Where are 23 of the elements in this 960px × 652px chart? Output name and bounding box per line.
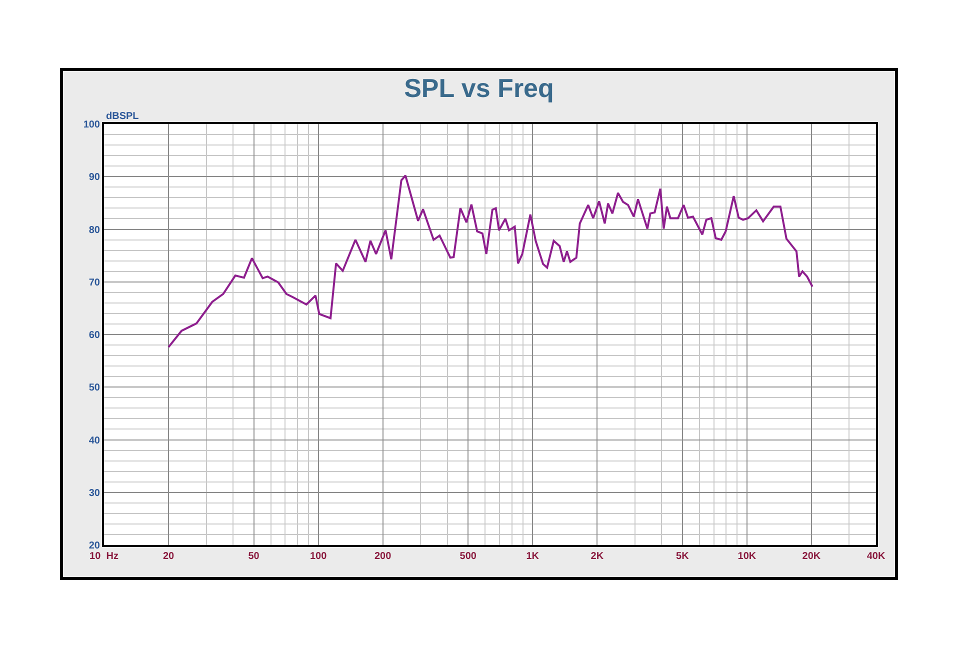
x-tick-label: 50 bbox=[248, 551, 260, 562]
y-tick-label: 90 bbox=[88, 172, 100, 184]
chart-title: SPL vs Freq bbox=[404, 72, 554, 103]
y-tick-label: 80 bbox=[88, 224, 100, 236]
x-tick-label: 40K bbox=[866, 551, 886, 562]
x-tick-label: 20 bbox=[162, 551, 175, 562]
y-tick-label: 60 bbox=[88, 330, 100, 341]
x-tick-label: 200 bbox=[374, 551, 392, 562]
y-axis-title: dBSPL bbox=[106, 111, 139, 122]
x-tick-label: 10K bbox=[738, 551, 757, 562]
x-tick-label: 10 Hz bbox=[90, 551, 118, 562]
y-tick-label: 30 bbox=[88, 488, 100, 499]
x-tick-label: 20K bbox=[802, 551, 822, 562]
y-tick-label: 50 bbox=[88, 382, 100, 394]
y-tick-label: 20 bbox=[88, 540, 100, 552]
x-tick-label: 100 bbox=[310, 551, 328, 562]
y-tick-label: 40 bbox=[88, 435, 100, 446]
x-tick-label: 2K bbox=[590, 551, 604, 562]
x-tick-label: 1K bbox=[526, 551, 540, 562]
x-tick-label: 5K bbox=[676, 551, 690, 562]
y-tick-label: 70 bbox=[88, 277, 100, 288]
y-tick-label: 100 bbox=[83, 120, 100, 130]
x-tick-label: 500 bbox=[460, 551, 477, 562]
